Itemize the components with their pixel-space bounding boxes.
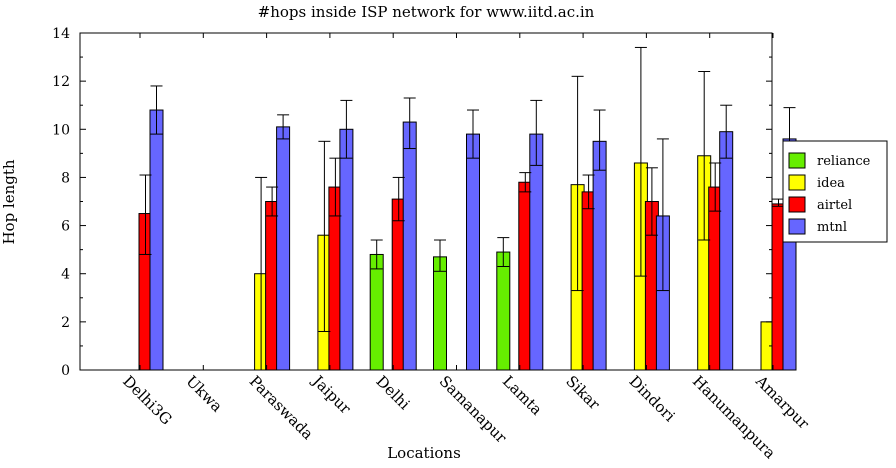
error-bar-airtel-jaipur (329, 157, 342, 217)
error-bar-airtel-sikar (582, 174, 595, 210)
x-tick-label-paraswada: Paraswada (246, 372, 317, 443)
y-tick-label: 8 (61, 170, 70, 186)
bar-mtnl-delhi3g (149, 109, 164, 371)
legend-label-airtel: airtel (817, 198, 852, 213)
x-axis-label: Locations (387, 444, 461, 462)
bar-mtnl-paraswada (276, 126, 291, 371)
error-bar-airtel-dindori (645, 167, 658, 236)
legend-swatch-mtnl (788, 218, 806, 235)
error-bar-reliance-samanapur (434, 239, 446, 272)
y-tick-label: 0 (61, 363, 70, 379)
bar-reliance-delhi (369, 253, 384, 371)
error-bar-mtnl-delhi3g (150, 85, 163, 135)
y-tick-label: 12 (52, 74, 70, 90)
legend: reliance idea airtel mtnl (782, 140, 888, 243)
chart-title: #hops inside ISP network for www.iitd.ac… (258, 3, 595, 21)
error-bar-mtnl-delhi (403, 97, 416, 150)
error-bar-airtel-paraswada (266, 186, 279, 217)
y-tick-label: 6 (61, 219, 70, 235)
x-tick-label-sikar: Sikar (562, 372, 604, 414)
x-tick-label-amarpur: Amarpur (751, 371, 813, 433)
legend-swatch-airtel (788, 196, 806, 213)
x-tick-label-delhi: Delhi (372, 372, 413, 413)
x-tick-label-ukwa: Ukwa (182, 372, 226, 416)
error-bars-layer (139, 46, 796, 371)
bar-mtnl-samanapur (466, 133, 480, 371)
x-tick-label-delhi3g: Delhi3G (119, 372, 175, 428)
legend-label-mtnl: mtnl (817, 220, 847, 235)
error-bar-mtnl-lamta (530, 99, 543, 166)
y-tick-label: 14 (52, 26, 70, 42)
error-bar-idea-dindori (634, 46, 647, 277)
error-bar-mtnl-paraswada (277, 114, 290, 140)
bar-reliance-samanapur (433, 256, 447, 371)
y-tick-label: 4 (61, 267, 70, 283)
bar-mtnl-delhi (402, 121, 417, 371)
x-tick-label-lamta: Lamta (499, 372, 546, 419)
error-bar-mtnl-jaipur (340, 99, 353, 159)
bar-mtnl-lamta (529, 133, 544, 371)
x-tick-label-dindori: Dindori (626, 372, 679, 425)
error-bar-mtnl-dindori (656, 138, 669, 292)
error-bar-mtnl-samanapur (467, 109, 479, 159)
bar-mtnl-sikar (592, 140, 607, 371)
error-bar-airtel-lamta (519, 172, 532, 193)
bar-mtnl-jaipur (339, 128, 354, 371)
error-bar-airtel-delhi (392, 176, 405, 222)
bars-layer (138, 109, 797, 371)
error-bar-idea-jaipur (318, 140, 331, 332)
y-tick-label: 10 (52, 122, 70, 138)
legend-swatch-idea (788, 174, 806, 191)
y-axis-label: Hop length (0, 159, 18, 244)
error-bar-reliance-delhi (370, 239, 383, 270)
legend-label-idea: idea (817, 176, 845, 191)
x-tick-label-jaipur: Jaipur (308, 371, 355, 418)
legend-swatch-reliance (788, 152, 806, 169)
bar-mtnl-hanumanpura (719, 131, 734, 371)
error-bar-idea-hanumanpura (698, 71, 711, 241)
legend-label-reliance: reliance (817, 154, 871, 169)
error-bar-airtel-delhi3g (139, 174, 152, 255)
error-bar-mtnl-hanumanpura (720, 104, 733, 159)
error-bar-mtnl-sikar (593, 109, 606, 171)
error-bar-airtel-hanumanpura (709, 162, 722, 212)
error-bar-reliance-lamta (497, 237, 510, 267)
y-tick-label: 2 (61, 315, 70, 331)
error-bar-idea-sikar (571, 75, 584, 292)
bar-reliance-lamta (496, 251, 511, 371)
